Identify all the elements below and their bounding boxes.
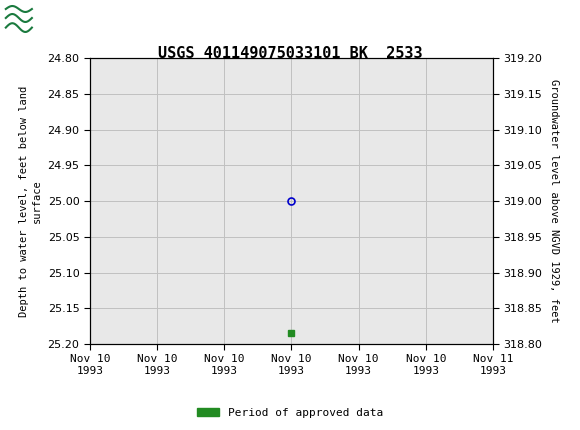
Text: USGS: USGS: [36, 11, 91, 29]
FancyBboxPatch shape: [6, 4, 58, 36]
Y-axis label: Groundwater level above NGVD 1929, feet: Groundwater level above NGVD 1929, feet: [549, 79, 559, 323]
Y-axis label: Depth to water level, feet below land
surface: Depth to water level, feet below land su…: [19, 86, 42, 316]
Legend: Period of approved data: Period of approved data: [193, 403, 387, 422]
Text: USGS 401149075033101 BK  2533: USGS 401149075033101 BK 2533: [158, 46, 422, 61]
